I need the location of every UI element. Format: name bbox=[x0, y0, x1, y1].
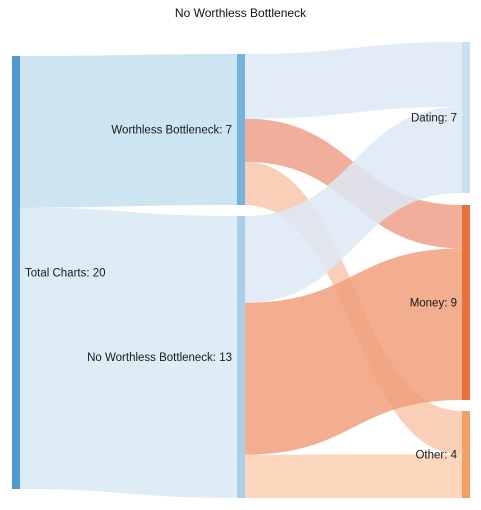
link-nwb-to-other bbox=[245, 454, 462, 498]
node-nwb bbox=[237, 216, 245, 498]
chart-title: No Worthless Bottleneck bbox=[174, 6, 307, 20]
node-label-total: Total Charts: 20 bbox=[25, 268, 106, 280]
node-dating bbox=[462, 42, 470, 193]
node-label-wb: Worthless Bottleneck: 7 bbox=[111, 125, 232, 137]
link-wb-to-dating bbox=[245, 42, 462, 119]
sankey-links bbox=[20, 42, 462, 499]
sankey-labels: Total Charts: 20 Worthless Bottleneck: 7 N… bbox=[25, 113, 458, 462]
link-nwb-to-money bbox=[245, 248, 462, 455]
node-label-other: Other: 4 bbox=[415, 450, 457, 462]
node-label-money: Money: 9 bbox=[410, 298, 457, 310]
sankey-nodes bbox=[12, 42, 470, 498]
node-other bbox=[462, 411, 470, 498]
node-wb bbox=[237, 54, 245, 205]
node-label-nwb: No Worthless Bottleneck: 13 bbox=[87, 352, 232, 364]
node-label-dating: Dating: 7 bbox=[411, 113, 457, 125]
link-nwb-to-dating bbox=[245, 106, 462, 303]
node-money bbox=[462, 205, 470, 400]
link-total-to-nwb bbox=[20, 207, 237, 499]
link-total-to-wb bbox=[20, 54, 237, 208]
node-total bbox=[12, 56, 20, 489]
